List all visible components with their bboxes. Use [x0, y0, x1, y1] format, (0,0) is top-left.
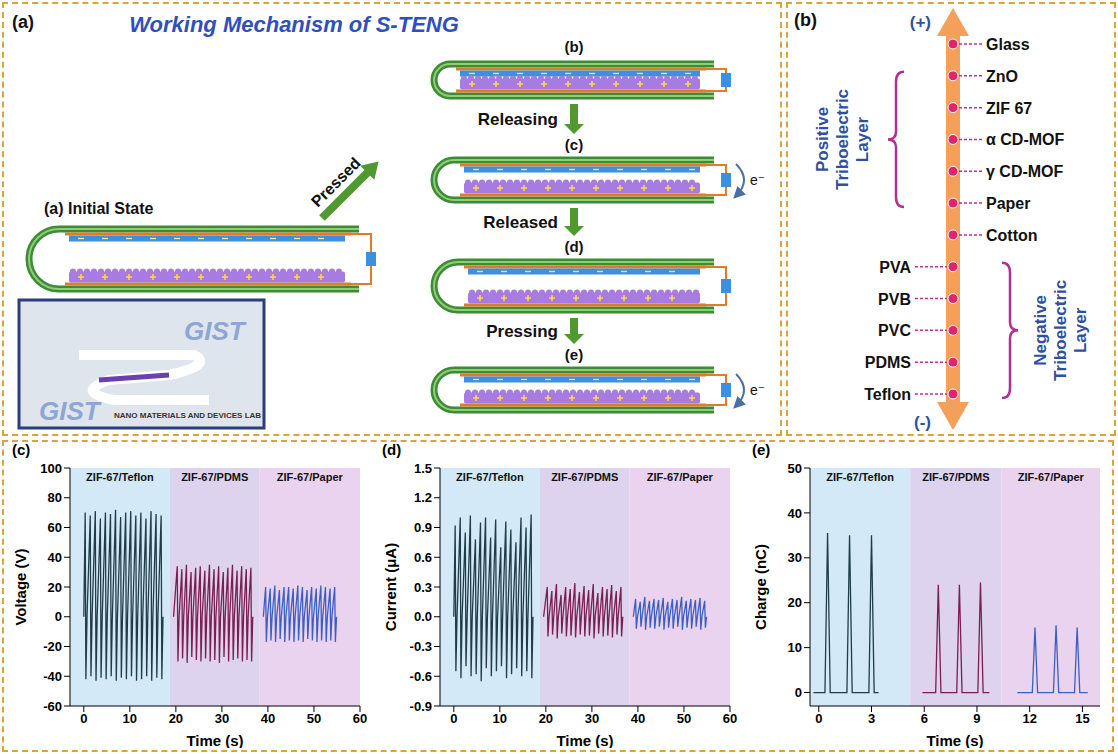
- svg-text:0: 0: [815, 711, 822, 726]
- svg-text:-0.3: -0.3: [410, 639, 432, 654]
- svg-text:0.0: 0.0: [414, 609, 432, 624]
- svg-text:Pressing: Pressing: [486, 322, 558, 341]
- svg-text:30: 30: [215, 711, 229, 726]
- svg-text:Time (s): Time (s): [186, 732, 243, 748]
- svg-text:50: 50: [677, 711, 691, 726]
- svg-text:(d): (d): [564, 238, 583, 255]
- svg-text:10: 10: [493, 711, 507, 726]
- svg-text:Charge (nC): Charge (nC): [752, 544, 769, 630]
- svg-text:Releasing: Releasing: [478, 110, 558, 129]
- svg-text:60: 60: [353, 711, 367, 726]
- svg-text:15: 15: [1075, 711, 1089, 726]
- svg-text:Released: Released: [483, 213, 558, 232]
- svg-text:0.9: 0.9: [414, 520, 432, 535]
- html-text:(c): (c): [12, 441, 31, 458]
- svg-text:Positive: Positive: [813, 107, 832, 172]
- svg-text:Glass: Glass: [986, 36, 1030, 53]
- svg-text:(c): (c): [565, 136, 583, 153]
- html-text:(d): (d): [382, 441, 402, 458]
- svg-text:ZIF-67/PDMS: ZIF-67/PDMS: [181, 471, 248, 483]
- svg-text:PVC: PVC: [878, 322, 911, 339]
- svg-text:3: 3: [868, 711, 875, 726]
- svg-text:20: 20: [539, 711, 553, 726]
- svg-text:60: 60: [48, 520, 62, 535]
- svg-text:-40: -40: [43, 669, 62, 684]
- svg-text:ZIF 67: ZIF 67: [986, 100, 1032, 117]
- svg-text:100: 100: [40, 461, 62, 476]
- svg-text:30: 30: [788, 550, 802, 565]
- svg-text:-20: -20: [43, 639, 62, 654]
- svg-text:e⁻: e⁻: [750, 172, 765, 188]
- svg-text:Layer: Layer: [853, 116, 872, 162]
- svg-text:e⁻: e⁻: [750, 382, 765, 398]
- svg-text:40: 40: [261, 711, 275, 726]
- svg-text:(a) Initial State: (a) Initial State: [44, 200, 153, 217]
- svg-text:Cotton: Cotton: [986, 227, 1038, 244]
- svg-text:50: 50: [788, 461, 802, 476]
- svg-text:PDMS: PDMS: [865, 354, 912, 371]
- svg-text:(e): (e): [565, 346, 583, 363]
- svg-text:12: 12: [1022, 711, 1036, 726]
- svg-text:-60: -60: [43, 699, 62, 714]
- svg-text:Teflon: Teflon: [864, 386, 911, 403]
- svg-text:PVA: PVA: [879, 259, 911, 276]
- svg-text:40: 40: [48, 550, 62, 565]
- svg-text:GIST: GIST: [184, 316, 247, 346]
- svg-text:1.5: 1.5: [414, 461, 432, 476]
- svg-text:NANO MATERIALS AND DEVICES LAB: NANO MATERIALS AND DEVICES LAB: [114, 411, 261, 420]
- svg-text:ZIF-67/PDMS: ZIF-67/PDMS: [922, 471, 989, 483]
- svg-text:0: 0: [450, 711, 457, 726]
- svg-text:0: 0: [80, 711, 87, 726]
- svg-text:GIST: GIST: [39, 396, 102, 426]
- svg-text:0.6: 0.6: [414, 550, 432, 565]
- svg-text:60: 60: [723, 711, 737, 726]
- svg-text:Triboelectric: Triboelectric: [1051, 280, 1070, 381]
- svg-text:1.2: 1.2: [414, 490, 432, 505]
- svg-text:80: 80: [48, 490, 62, 505]
- svg-text:-0.9: -0.9: [410, 699, 432, 714]
- svg-text:ZIF-67/Paper: ZIF-67/Paper: [647, 471, 714, 483]
- svg-text:50: 50: [307, 711, 321, 726]
- svg-text:Voltage (V): Voltage (V): [12, 548, 29, 625]
- svg-text:Pressed: Pressed: [308, 154, 364, 210]
- svg-text:(b): (b): [794, 10, 817, 30]
- svg-text:0: 0: [795, 685, 802, 700]
- svg-text:Triboelectric: Triboelectric: [833, 89, 852, 190]
- svg-text:γ CD-MOF: γ CD-MOF: [986, 163, 1064, 180]
- svg-text:-0.6: -0.6: [410, 669, 432, 684]
- svg-text:Layer: Layer: [1071, 307, 1090, 353]
- svg-text:Negative: Negative: [1031, 295, 1050, 366]
- svg-text:20: 20: [48, 580, 62, 595]
- svg-text:10: 10: [788, 640, 802, 655]
- svg-text:ZnO: ZnO: [986, 68, 1018, 85]
- svg-text:ZIF-67/Paper: ZIF-67/Paper: [1018, 471, 1085, 483]
- svg-text:10: 10: [123, 711, 137, 726]
- svg-text:40: 40: [631, 711, 645, 726]
- html-text:(e): (e): [752, 441, 771, 458]
- svg-text:Time (s): Time (s): [556, 732, 613, 748]
- svg-text:Paper: Paper: [986, 195, 1030, 212]
- svg-text:20: 20: [788, 595, 802, 610]
- svg-text:Current (μA): Current (μA): [382, 543, 399, 631]
- svg-text:(+): (+): [910, 13, 931, 32]
- svg-text:α CD-MOF: α CD-MOF: [986, 131, 1064, 148]
- svg-text:20: 20: [169, 711, 183, 726]
- svg-text:ZIF-67/Teflon: ZIF-67/Teflon: [86, 471, 154, 483]
- svg-text:ZIF-67/Teflon: ZIF-67/Teflon: [456, 471, 524, 483]
- svg-text:40: 40: [788, 506, 802, 521]
- svg-text:6: 6: [921, 711, 928, 726]
- svg-text:Working Mechanism of S-TENG: Working Mechanism of S-TENG: [129, 12, 459, 37]
- svg-text:ZIF-67/Teflon: ZIF-67/Teflon: [826, 471, 894, 483]
- svg-text:0: 0: [55, 609, 62, 624]
- svg-text:9: 9: [973, 711, 980, 726]
- svg-text:ZIF-67/Paper: ZIF-67/Paper: [277, 471, 344, 483]
- svg-text:(a): (a): [12, 12, 34, 32]
- svg-text:(-): (-): [914, 413, 931, 432]
- svg-text:PVB: PVB: [878, 291, 911, 308]
- svg-text:30: 30: [585, 711, 599, 726]
- svg-text:ZIF-67/PDMS: ZIF-67/PDMS: [551, 471, 618, 483]
- svg-text:0.3: 0.3: [414, 580, 432, 595]
- svg-text:Time (s): Time (s): [926, 732, 983, 748]
- svg-text:(b): (b): [564, 38, 583, 55]
